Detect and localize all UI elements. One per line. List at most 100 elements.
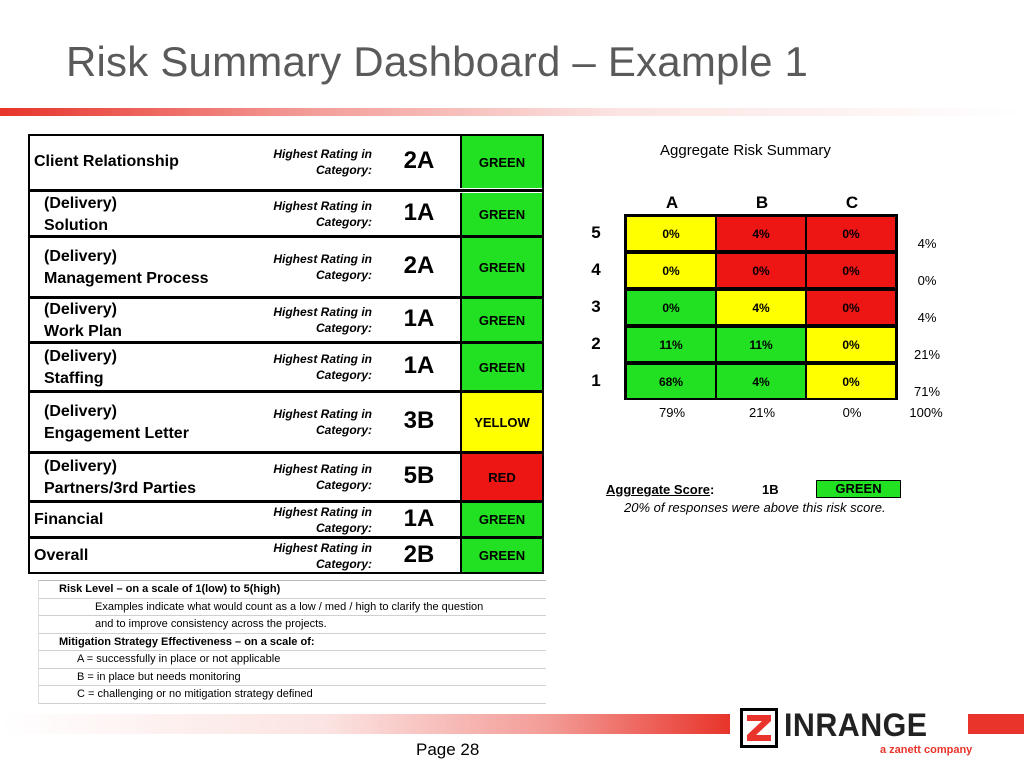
inrange-logo-tagline: a zanett company bbox=[880, 744, 973, 756]
inrange-logo-text: INRANGE bbox=[784, 707, 928, 743]
aggregate-score-value: 1B bbox=[762, 482, 779, 497]
category-rating: 2B bbox=[403, 540, 435, 568]
aggregate-score-status: GREEN bbox=[816, 480, 901, 498]
row-divider bbox=[30, 390, 542, 393]
legend-row: Examples indicate what would count as a … bbox=[39, 599, 546, 616]
category-rating: 1A bbox=[403, 504, 435, 532]
page-number: Page 28 bbox=[416, 740, 480, 759]
aggregate-title: Aggregate Risk Summary bbox=[660, 142, 831, 159]
category-name: Overall bbox=[34, 546, 89, 564]
matrix-cell: 0% bbox=[807, 328, 895, 361]
matrix-cell: 0% bbox=[807, 217, 895, 250]
highest-rating-label: Highest Rating in Category: bbox=[273, 199, 372, 229]
category-row: Overall Highest Rating in Category: 2B GREEN bbox=[30, 539, 542, 572]
category-name: Financial bbox=[34, 510, 104, 528]
matrix-row-header: 2 bbox=[591, 334, 601, 353]
aggregate-matrix: 0% 4% 0% 0% 0% 0% 0% 4% 0% 11% 11% 0% 68% 4% 0% bbox=[624, 214, 898, 400]
category-name: (Delivery) Partners/3rd Parties bbox=[44, 458, 197, 497]
category-status-badge: GREEN bbox=[460, 299, 542, 341]
category-row: (Delivery) Engagement Letter Highest Ratin… bbox=[30, 393, 542, 451]
aggregate-score-label: Aggregate Score: bbox=[606, 482, 715, 497]
matrix-column-header: A bbox=[665, 193, 679, 212]
matrix-cell: 68% bbox=[627, 365, 715, 398]
category-row: (Delivery) Partners/3rd Parties Highest Ra… bbox=[30, 454, 542, 500]
category-status-badge: GREEN bbox=[460, 539, 542, 572]
category-name: (Delivery) Work Plan bbox=[44, 301, 122, 340]
category-row: (Delivery) Staffing Highest Rating in Categ… bbox=[30, 344, 542, 390]
category-rating: 1A bbox=[403, 305, 435, 332]
category-row: (Delivery) Management Process Highest Rati… bbox=[30, 238, 542, 296]
category-status-badge: GREEN bbox=[460, 344, 542, 390]
title-rule bbox=[0, 108, 1024, 116]
matrix-row-total: 4% bbox=[917, 236, 937, 251]
matrix-cell: 4% bbox=[717, 365, 805, 398]
highest-rating-label: Highest Rating in Category: bbox=[273, 462, 372, 492]
highest-rating-label: Highest Rating in Category: bbox=[273, 252, 372, 282]
category-status-badge: RED bbox=[460, 454, 542, 500]
matrix-row-total: 71% bbox=[913, 384, 941, 399]
matrix-cell: 0% bbox=[627, 217, 715, 250]
matrix-column-total: 0% bbox=[842, 405, 862, 420]
matrix-cell: 0% bbox=[717, 254, 805, 287]
category-status-badge: GREEN bbox=[460, 238, 542, 296]
inrange-logo-mark-icon bbox=[740, 708, 778, 748]
aggregate-score-note: 20% of responses were above this risk sc… bbox=[624, 500, 886, 515]
matrix-grand-total: 100% bbox=[909, 405, 943, 420]
highest-rating-label: Highest Rating in Category: bbox=[273, 305, 372, 335]
legend-row: C = challenging or no mitigation strateg… bbox=[39, 686, 546, 704]
matrix-cell: 4% bbox=[717, 217, 805, 250]
category-row: Financial Highest Rating in Category: 1A GRE… bbox=[30, 503, 542, 536]
matrix-row-header: 4 bbox=[591, 260, 601, 279]
matrix-column-header: C bbox=[845, 193, 859, 212]
highest-rating-label: Highest Rating in Category: bbox=[273, 407, 372, 437]
row-divider bbox=[30, 341, 542, 344]
legend-row: Mitigation Strategy Effectiveness – on a… bbox=[39, 634, 546, 651]
highest-rating-label: Highest Rating in Category: bbox=[273, 147, 372, 177]
matrix-column-total: 21% bbox=[748, 405, 776, 420]
category-rating: 1A bbox=[403, 352, 435, 379]
matrix-row-header: 5 bbox=[591, 223, 601, 242]
matrix-cell: 0% bbox=[807, 291, 895, 324]
matrix-cell: 0% bbox=[627, 291, 715, 324]
category-status-badge: GREEN bbox=[460, 193, 542, 235]
category-name: (Delivery) Solution bbox=[44, 195, 117, 234]
matrix-cell: 0% bbox=[807, 365, 895, 398]
row-divider bbox=[30, 536, 542, 539]
category-name: (Delivery) Staffing bbox=[44, 348, 117, 387]
category-table: Client Relationship Highest Rating in Cate… bbox=[28, 134, 544, 574]
row-divider bbox=[30, 189, 542, 192]
row-divider bbox=[30, 500, 542, 503]
matrix-cell: 11% bbox=[717, 328, 805, 361]
matrix-row-header: 1 bbox=[591, 371, 601, 390]
matrix-row-header: 3 bbox=[591, 297, 601, 316]
category-row: (Delivery) Work Plan Highest Rating in Cate… bbox=[30, 299, 542, 341]
legend-row: A = successfully in place or not applica… bbox=[39, 651, 546, 669]
category-status-badge: GREEN bbox=[460, 503, 542, 536]
legend-row: B = in place but needs monitoring bbox=[39, 669, 546, 686]
category-rating: 5B bbox=[403, 462, 435, 489]
legend-row: Risk Level – on a scale of 1(low) to 5(h… bbox=[39, 581, 546, 599]
legend-table: Risk Level – on a scale of 1(low) to 5(h… bbox=[38, 580, 546, 704]
matrix-cell: 11% bbox=[627, 328, 715, 361]
highest-rating-label: Highest Rating in Category: bbox=[273, 504, 372, 535]
matrix-cell: 4% bbox=[717, 291, 805, 324]
row-divider bbox=[30, 296, 542, 299]
category-name: Client Relationship bbox=[34, 153, 179, 170]
category-name: (Delivery) Management Process bbox=[44, 248, 209, 287]
matrix-row-total: 21% bbox=[913, 347, 941, 362]
category-rating: 2A bbox=[403, 147, 435, 174]
footer-bar-right bbox=[968, 714, 1024, 734]
highest-rating-label: Highest Rating in Category: bbox=[273, 352, 372, 382]
category-rating: 2A bbox=[403, 252, 435, 279]
footer-bar bbox=[0, 714, 730, 734]
matrix-row-total: 4% bbox=[917, 310, 937, 325]
category-rating: 3B bbox=[403, 407, 435, 434]
legend-row: and to improve consistency across the pr… bbox=[39, 616, 546, 634]
category-rating: 1A bbox=[403, 199, 435, 226]
category-status-badge: YELLOW bbox=[460, 393, 542, 451]
highest-rating-label: Highest Rating in Category: bbox=[273, 540, 372, 571]
category-status-badge: GREEN bbox=[460, 136, 542, 188]
matrix-column-header: B bbox=[755, 193, 769, 212]
matrix-column-total: 79% bbox=[658, 405, 686, 420]
matrix-cell: 0% bbox=[807, 254, 895, 287]
